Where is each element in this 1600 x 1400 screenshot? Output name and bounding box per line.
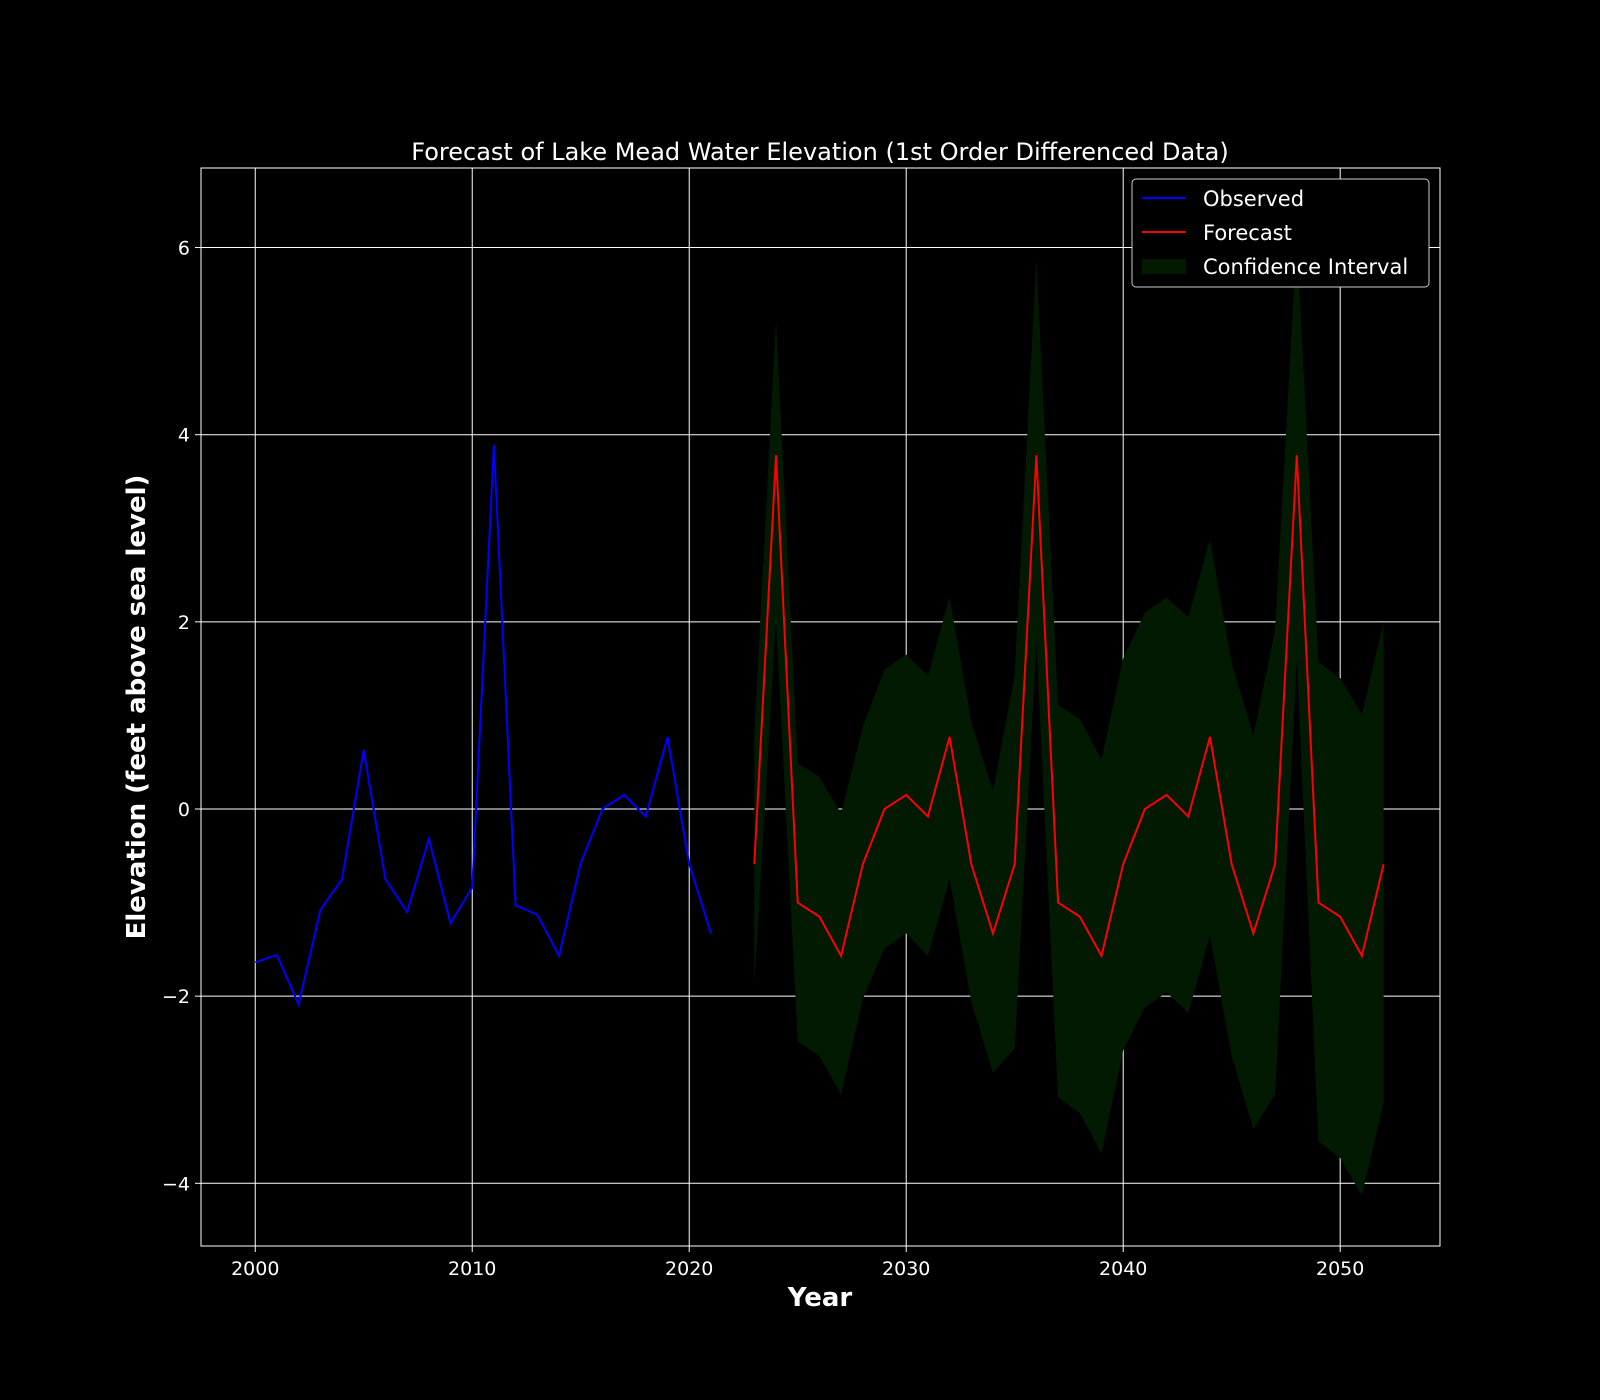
confidence-interval-area xyxy=(754,239,1384,1196)
x-tick-label: 2050 xyxy=(1316,1258,1364,1280)
y-tick-label: 0 xyxy=(178,799,190,821)
y-tick-label: −2 xyxy=(162,986,190,1008)
x-tick-label: 2030 xyxy=(882,1258,930,1280)
observed-line xyxy=(254,444,712,1008)
legend-label-forecast: Forecast xyxy=(1203,221,1292,245)
x-tick-label: 2040 xyxy=(1099,1258,1147,1280)
y-tick-label: 4 xyxy=(178,425,190,447)
x-tick-label: 2020 xyxy=(665,1258,713,1280)
y-tick-label: 2 xyxy=(178,612,190,634)
chart-title: Forecast of Lake Mead Water Elevation (1… xyxy=(411,138,1228,166)
y-tick-label: 6 xyxy=(178,238,190,260)
x-tick-label: 2010 xyxy=(448,1258,496,1280)
ticks: 2000 2010 2020 2030 2040 2050 −4 −2 0 2 4 6 xyxy=(162,238,1364,1280)
confidence-interval-band xyxy=(754,239,1384,1196)
forecast-line xyxy=(753,455,1385,959)
y-tick-label: −4 xyxy=(162,1173,190,1195)
legend-label-confidence: Confidence Interval xyxy=(1203,255,1408,279)
legend-swatch-confidence xyxy=(1142,259,1186,274)
legend: Observed Forecast Confidence Interval xyxy=(1131,178,1430,288)
legend-box xyxy=(1131,178,1430,288)
x-tick-label: 2000 xyxy=(231,1258,279,1280)
legend-label-observed: Observed xyxy=(1203,187,1304,211)
x-axis-label: Year xyxy=(787,1283,853,1313)
grid xyxy=(201,168,1440,1246)
plot-frame xyxy=(200,167,1441,1247)
y-axis-label: Elevation (feet above sea level) xyxy=(122,475,152,940)
series-lines xyxy=(254,444,1385,1008)
